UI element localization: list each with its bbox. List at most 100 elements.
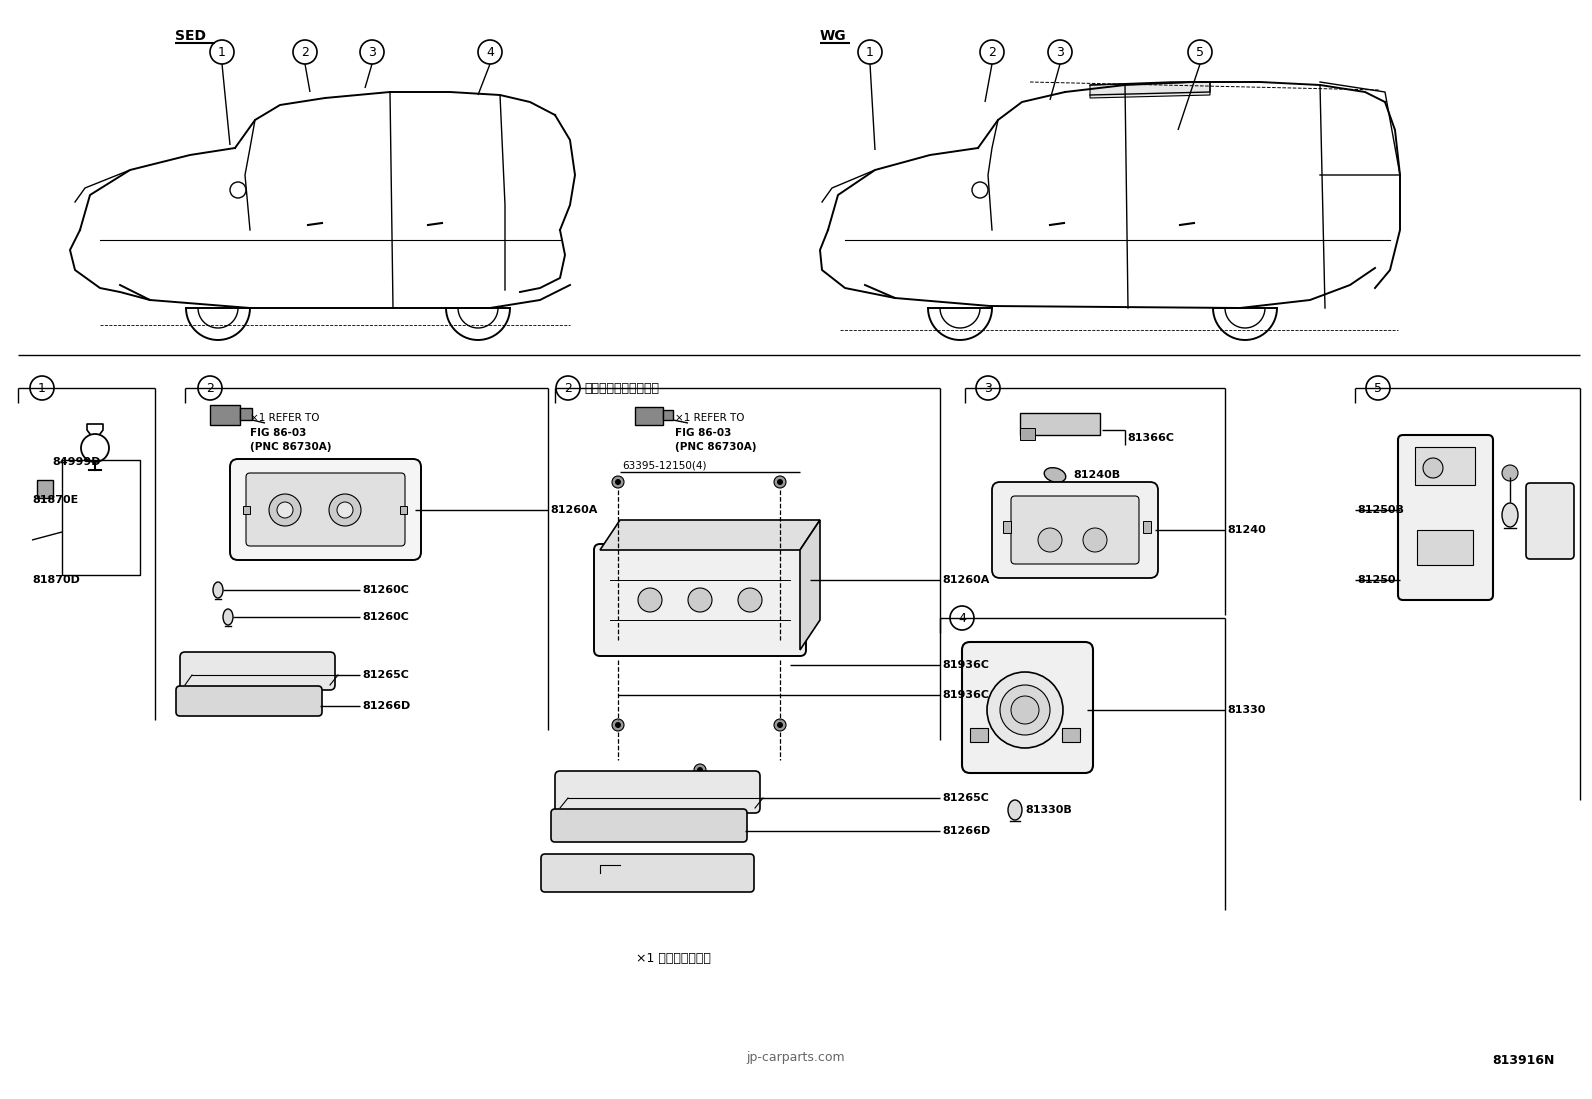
Text: ×1 REFER TO: ×1 REFER TO: [675, 413, 745, 423]
FancyBboxPatch shape: [1398, 435, 1493, 600]
FancyBboxPatch shape: [229, 459, 420, 560]
Text: 1: 1: [38, 381, 46, 395]
Text: 81936C: 81936C: [942, 690, 989, 700]
Circle shape: [611, 476, 624, 488]
Bar: [1143, 521, 1151, 533]
Text: 3: 3: [1055, 45, 1063, 58]
Text: (PNC 86730A): (PNC 86730A): [675, 442, 756, 452]
Text: 2: 2: [989, 45, 997, 58]
Bar: [240, 408, 252, 420]
Circle shape: [987, 671, 1063, 748]
Text: 2: 2: [301, 45, 309, 58]
FancyBboxPatch shape: [594, 544, 806, 656]
Text: 1: 1: [218, 45, 226, 58]
Bar: [970, 728, 989, 742]
Bar: [62, 460, 140, 575]
Text: 4: 4: [486, 45, 494, 58]
Bar: [1020, 413, 1100, 435]
Text: SED: SED: [175, 29, 205, 43]
FancyBboxPatch shape: [177, 686, 322, 717]
Text: 81330: 81330: [1227, 704, 1266, 715]
FancyBboxPatch shape: [1011, 496, 1138, 564]
Circle shape: [330, 493, 361, 526]
Circle shape: [777, 722, 783, 728]
Bar: [400, 506, 408, 514]
Text: 81250B: 81250B: [1356, 506, 1404, 515]
Text: 84999D: 84999D: [53, 457, 100, 467]
Text: 81240: 81240: [1227, 525, 1266, 535]
Text: 有り（ムーンルーフ）: 有り（ムーンルーフ）: [584, 381, 659, 395]
Bar: [244, 506, 250, 514]
Polygon shape: [801, 520, 820, 650]
FancyBboxPatch shape: [247, 473, 404, 546]
Text: FIG 86-03: FIG 86-03: [250, 428, 306, 439]
Text: 81250: 81250: [1356, 575, 1396, 585]
FancyBboxPatch shape: [556, 771, 759, 813]
Circle shape: [774, 719, 786, 731]
Text: 81260A: 81260A: [942, 575, 989, 585]
Circle shape: [611, 719, 624, 731]
Text: 2: 2: [564, 381, 572, 395]
Circle shape: [277, 502, 293, 518]
Text: 4: 4: [958, 611, 966, 624]
FancyBboxPatch shape: [962, 642, 1094, 773]
Text: 1: 1: [866, 45, 874, 58]
Text: 81936C: 81936C: [942, 660, 989, 670]
Circle shape: [774, 476, 786, 488]
Circle shape: [777, 479, 783, 485]
Polygon shape: [1091, 82, 1210, 98]
Text: 81330B: 81330B: [1025, 804, 1071, 815]
Circle shape: [615, 479, 621, 485]
Circle shape: [739, 588, 763, 612]
Text: 3: 3: [368, 45, 376, 58]
Bar: [1020, 428, 1035, 440]
Circle shape: [1423, 458, 1442, 478]
Circle shape: [694, 764, 705, 776]
Bar: [1417, 530, 1473, 565]
Text: 81265C: 81265C: [361, 670, 409, 680]
Circle shape: [338, 502, 353, 518]
FancyBboxPatch shape: [1527, 482, 1574, 559]
Circle shape: [697, 767, 704, 773]
Text: (PNC 86730A): (PNC 86730A): [250, 442, 331, 452]
Circle shape: [638, 588, 662, 612]
Text: 81240B: 81240B: [1073, 470, 1121, 480]
Bar: [1415, 447, 1476, 485]
Text: 81260C: 81260C: [361, 612, 409, 622]
Ellipse shape: [1008, 800, 1022, 820]
Text: 81266D: 81266D: [942, 826, 990, 836]
Bar: [662, 410, 673, 420]
Circle shape: [269, 493, 301, 526]
Text: 2: 2: [205, 381, 213, 395]
Text: 63395-12150(4): 63395-12150(4): [622, 460, 707, 471]
FancyBboxPatch shape: [551, 809, 747, 842]
Text: 81266D: 81266D: [361, 701, 411, 711]
Circle shape: [1083, 528, 1106, 552]
Ellipse shape: [223, 609, 232, 625]
Text: 5: 5: [1196, 45, 1204, 58]
Text: WG: WG: [820, 29, 847, 43]
Circle shape: [1011, 696, 1040, 724]
Text: 81366C: 81366C: [1127, 433, 1173, 443]
Bar: [1062, 728, 1079, 742]
FancyBboxPatch shape: [180, 652, 334, 690]
Bar: [1003, 521, 1011, 533]
Circle shape: [688, 588, 712, 612]
Text: 81870E: 81870E: [32, 495, 78, 506]
Polygon shape: [600, 520, 820, 550]
Ellipse shape: [1044, 468, 1065, 482]
Ellipse shape: [1501, 503, 1519, 528]
Text: ×1 REFER TO: ×1 REFER TO: [250, 413, 320, 423]
Bar: [37, 480, 53, 498]
Bar: [210, 406, 240, 425]
Text: 3: 3: [984, 381, 992, 395]
Text: 81260C: 81260C: [361, 585, 409, 595]
FancyBboxPatch shape: [992, 482, 1157, 578]
Text: ×1 有り（マイク）: ×1 有り（マイク）: [635, 952, 712, 965]
FancyBboxPatch shape: [541, 854, 755, 892]
Text: jp-carparts.com: jp-carparts.com: [747, 1052, 845, 1065]
Circle shape: [1038, 528, 1062, 552]
Text: 81260A: 81260A: [549, 506, 597, 515]
Text: 5: 5: [1374, 381, 1382, 395]
Circle shape: [1501, 465, 1519, 481]
